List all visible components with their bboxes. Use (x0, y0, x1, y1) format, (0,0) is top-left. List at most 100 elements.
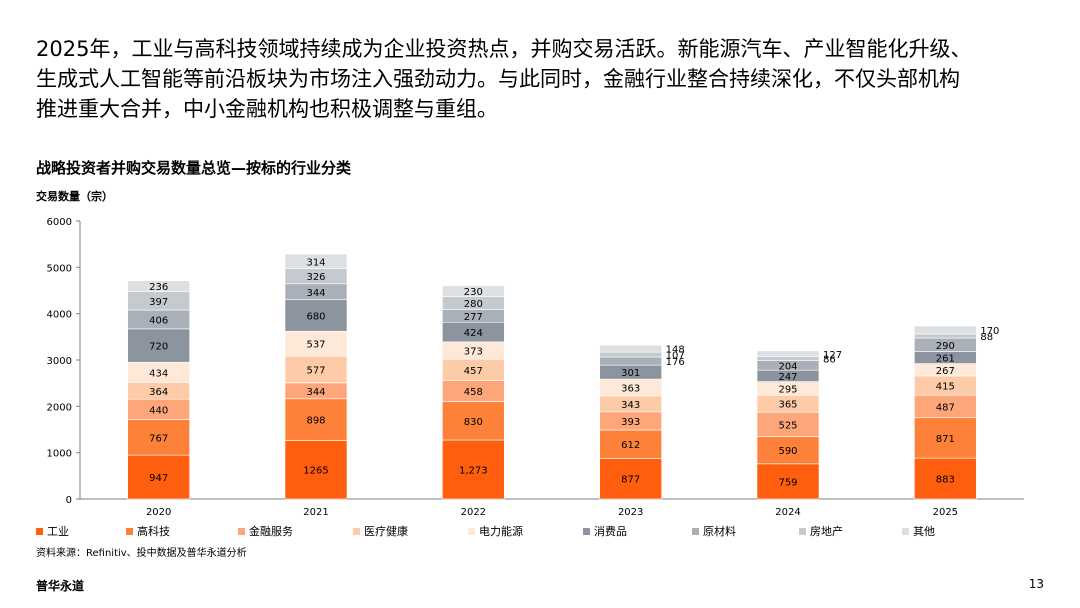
chart-legend: 工业 高科技 金融服务 医疗健康 电力能源 消费品 原材料 房地产 其他 (36, 523, 962, 539)
bar-value-label: 577 (306, 365, 325, 376)
bar-value-label: 406 (149, 315, 168, 326)
bar-segment (442, 401, 505, 441)
legend-label: 工业 (47, 525, 69, 538)
bar-value-label: 759 (778, 477, 797, 488)
legend-swatch (238, 527, 245, 535)
intro-line-1: 2025年，工业与高科技领域持续成为企业投资热点，并购交易活跃。新能源汽车、产业… (36, 37, 972, 61)
bar-value-label: 415 (936, 382, 955, 393)
bar-value-label: 88 (980, 332, 993, 343)
bar-segment (599, 351, 662, 358)
bar-segment (599, 458, 662, 500)
bar-value-label: 590 (778, 446, 797, 457)
bar-value-label: 364 (149, 387, 168, 398)
legend-swatch (583, 527, 590, 535)
bar-value-label: 363 (621, 383, 640, 394)
bar-segment (599, 356, 662, 366)
legend-label: 其他 (913, 525, 935, 538)
bar-segment (756, 411, 820, 437)
bar-value-label: 236 (149, 282, 168, 293)
bar-segment (127, 419, 190, 456)
bar-value-label: 424 (464, 328, 483, 339)
bar-value-label: 680 (306, 311, 325, 322)
x-tick-label: 2021 (303, 507, 328, 518)
y-tick-label: 2000 (47, 402, 72, 413)
bar-value-label: 107 (666, 351, 685, 362)
bar-value-label: 612 (621, 440, 640, 451)
bar-value-label: 280 (464, 299, 483, 310)
bar-value-label: 373 (464, 347, 483, 358)
legend-swatch (468, 527, 475, 535)
bar-value-label: 148 (666, 345, 685, 356)
legend-label: 医疗健康 (364, 525, 408, 538)
bar-value-label: 301 (621, 368, 640, 379)
legend-label: 原材料 (703, 525, 736, 538)
legend-swatch (799, 527, 806, 535)
legend-item: 消费品 (583, 523, 692, 539)
x-tick-label: 2023 (618, 507, 643, 518)
legend-swatch (126, 527, 133, 535)
legend-swatch (692, 527, 699, 535)
legend-item: 原材料 (692, 523, 799, 539)
bar-segment (914, 333, 977, 339)
bar-value-label: 344 (306, 387, 325, 398)
y-tick-label: 4000 (47, 310, 72, 321)
source-note: 资料来源：Refinitiv、投中数据及普华永道分析 (36, 548, 247, 559)
intro-line-2: 生成式人工智能等前沿板块为市场注入强劲动力。与此同时，金融行业整合持续深化，不仅… (36, 67, 960, 91)
bar-value-label: 1265 (303, 466, 328, 477)
bar-segment (127, 328, 190, 363)
bar-value-label: 230 (464, 287, 483, 298)
y-tick-label: 1000 (47, 449, 72, 460)
bar-value-label: 397 (149, 297, 168, 308)
legend-swatch (902, 527, 909, 535)
bar-segment (756, 463, 820, 500)
bar-value-label: 720 (149, 342, 168, 353)
bar-value-label: 204 (778, 361, 797, 372)
bar-segment (284, 253, 348, 269)
bar-segment (284, 355, 348, 384)
bar-segment (284, 398, 348, 441)
bar-value-label: 176 (666, 357, 685, 368)
chart-title: 战略投资者并购交易数量总览—按标的行业分类 (36, 159, 352, 177)
bar-value-label: 487 (936, 402, 955, 413)
legend-label: 高科技 (137, 525, 170, 538)
bar-value-label: 458 (464, 387, 483, 398)
bar-value-label: 326 (306, 272, 325, 283)
bar-segment (756, 356, 820, 361)
y-tick-label: 3000 (47, 356, 72, 367)
x-tick-label: 2020 (146, 507, 171, 518)
bar-value-label: 277 (464, 312, 483, 323)
legend-item: 金融服务 (238, 523, 353, 539)
bar-value-label: 314 (306, 257, 325, 268)
legend-item: 医疗健康 (353, 523, 468, 539)
bar-value-label: 86 (823, 355, 836, 366)
bar-value-label: 365 (778, 400, 797, 411)
legend-swatch (36, 527, 43, 535)
bar-value-label: 343 (621, 400, 640, 411)
bar-value-label: 877 (621, 475, 640, 486)
x-tick-label: 2025 (933, 507, 958, 518)
intro-paragraph: 2025年，工业与高科技领域持续成为企业投资热点，并购交易活跃。新能源汽车、产业… (36, 34, 1056, 124)
legend-swatch (353, 527, 360, 535)
bar-segment (127, 280, 190, 292)
bar-segment (914, 417, 977, 459)
bar-value-label: 127 (823, 350, 842, 361)
bar-value-label: 537 (306, 340, 325, 351)
legend-item: 房地产 (799, 523, 902, 539)
bar-segment (284, 330, 348, 357)
y-tick-label: 6000 (47, 217, 72, 228)
bar-segment (756, 350, 820, 358)
bar-value-label: 830 (464, 417, 483, 428)
bar-value-label: 883 (936, 475, 955, 486)
bar-value-label: 947 (149, 473, 168, 484)
y-tick-label: 0 (66, 495, 72, 506)
bar-segment (599, 344, 662, 353)
bar-segment (442, 285, 505, 297)
bar-value-label: 767 (149, 433, 168, 444)
bar-value-label: 457 (464, 366, 483, 377)
bar-segment (914, 325, 977, 335)
legend-label: 消费品 (594, 525, 627, 538)
y-tick-label: 5000 (47, 263, 72, 274)
x-tick-label: 2024 (775, 507, 800, 518)
legend-item: 工业 (36, 523, 126, 539)
legend-label: 房地产 (810, 525, 843, 538)
